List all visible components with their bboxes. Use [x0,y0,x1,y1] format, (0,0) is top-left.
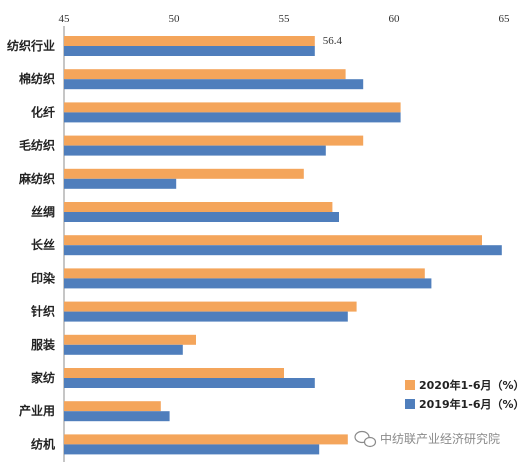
data-labels: 56.4 [323,35,343,47]
watermark: 中纺联产业经济研究院 [354,430,500,448]
legend-swatch-2020 [405,380,415,390]
bar-2019 [64,212,339,222]
bar-2020 [64,168,304,179]
category-label: 纺机 [31,436,55,451]
x-tick-label: 60 [389,13,401,25]
bar-2020 [64,334,196,345]
bar-2020 [64,36,315,46]
legend-label-2019: 2019年1-6月（%） [419,397,524,411]
x-axis-ticks: 45 50 55 60 65 [59,13,511,25]
category-label: 麻纺织 [18,171,55,186]
data-label: 56.4 [323,35,343,47]
category-label: 印染 [31,270,56,285]
bar-2019 [64,46,315,56]
bar-2019 [64,112,401,123]
x-tick-label: 65 [499,13,511,25]
category-label: 针织 [31,304,55,319]
category-label: 毛纺织 [19,138,55,153]
bars [64,36,502,455]
bar-2019 [64,245,502,256]
bar-2019 [64,278,432,289]
bar-2020 [64,135,364,146]
bar-2020 [64,202,333,212]
bar-2019 [64,411,170,422]
wechat-icon [354,430,377,448]
x-tick-label: 45 [59,13,71,25]
bar-2020 [64,102,401,113]
bar-2019 [64,79,364,90]
x-tick-label: 55 [279,13,291,25]
bar-2020 [64,301,357,312]
watermark-text: 中纺联产业经济研究院 [380,431,500,446]
category-label: 产业用 [19,403,55,418]
bar-2019 [64,344,183,355]
legend: 2020年1-6月（%） 2019年1-6月（%） [405,378,524,411]
category-label: 化纤 [31,104,55,119]
bar-2019 [64,145,326,156]
legend-label-2020: 2020年1-6月（%） [419,378,524,392]
category-label: 丝绸 [31,204,55,219]
category-label: 长丝 [31,237,55,252]
category-label: 纺织行业 [7,38,55,53]
bar-2019 [64,444,320,455]
bar-2020 [64,401,161,412]
bar-2019 [64,178,177,189]
x-tick-label: 50 [169,13,181,25]
bar-2020 [64,235,482,246]
bar-2020 [64,434,348,445]
category-label: 棉纺织 [19,71,55,86]
bar-2020 [64,368,284,378]
bar-2019 [64,311,348,322]
bar-2020 [64,69,346,80]
bar-2020 [64,268,425,279]
category-label: 家纺 [31,370,55,385]
legend-swatch-2019 [405,399,415,409]
category-label: 服装 [31,337,55,352]
bar-2019 [64,378,315,388]
